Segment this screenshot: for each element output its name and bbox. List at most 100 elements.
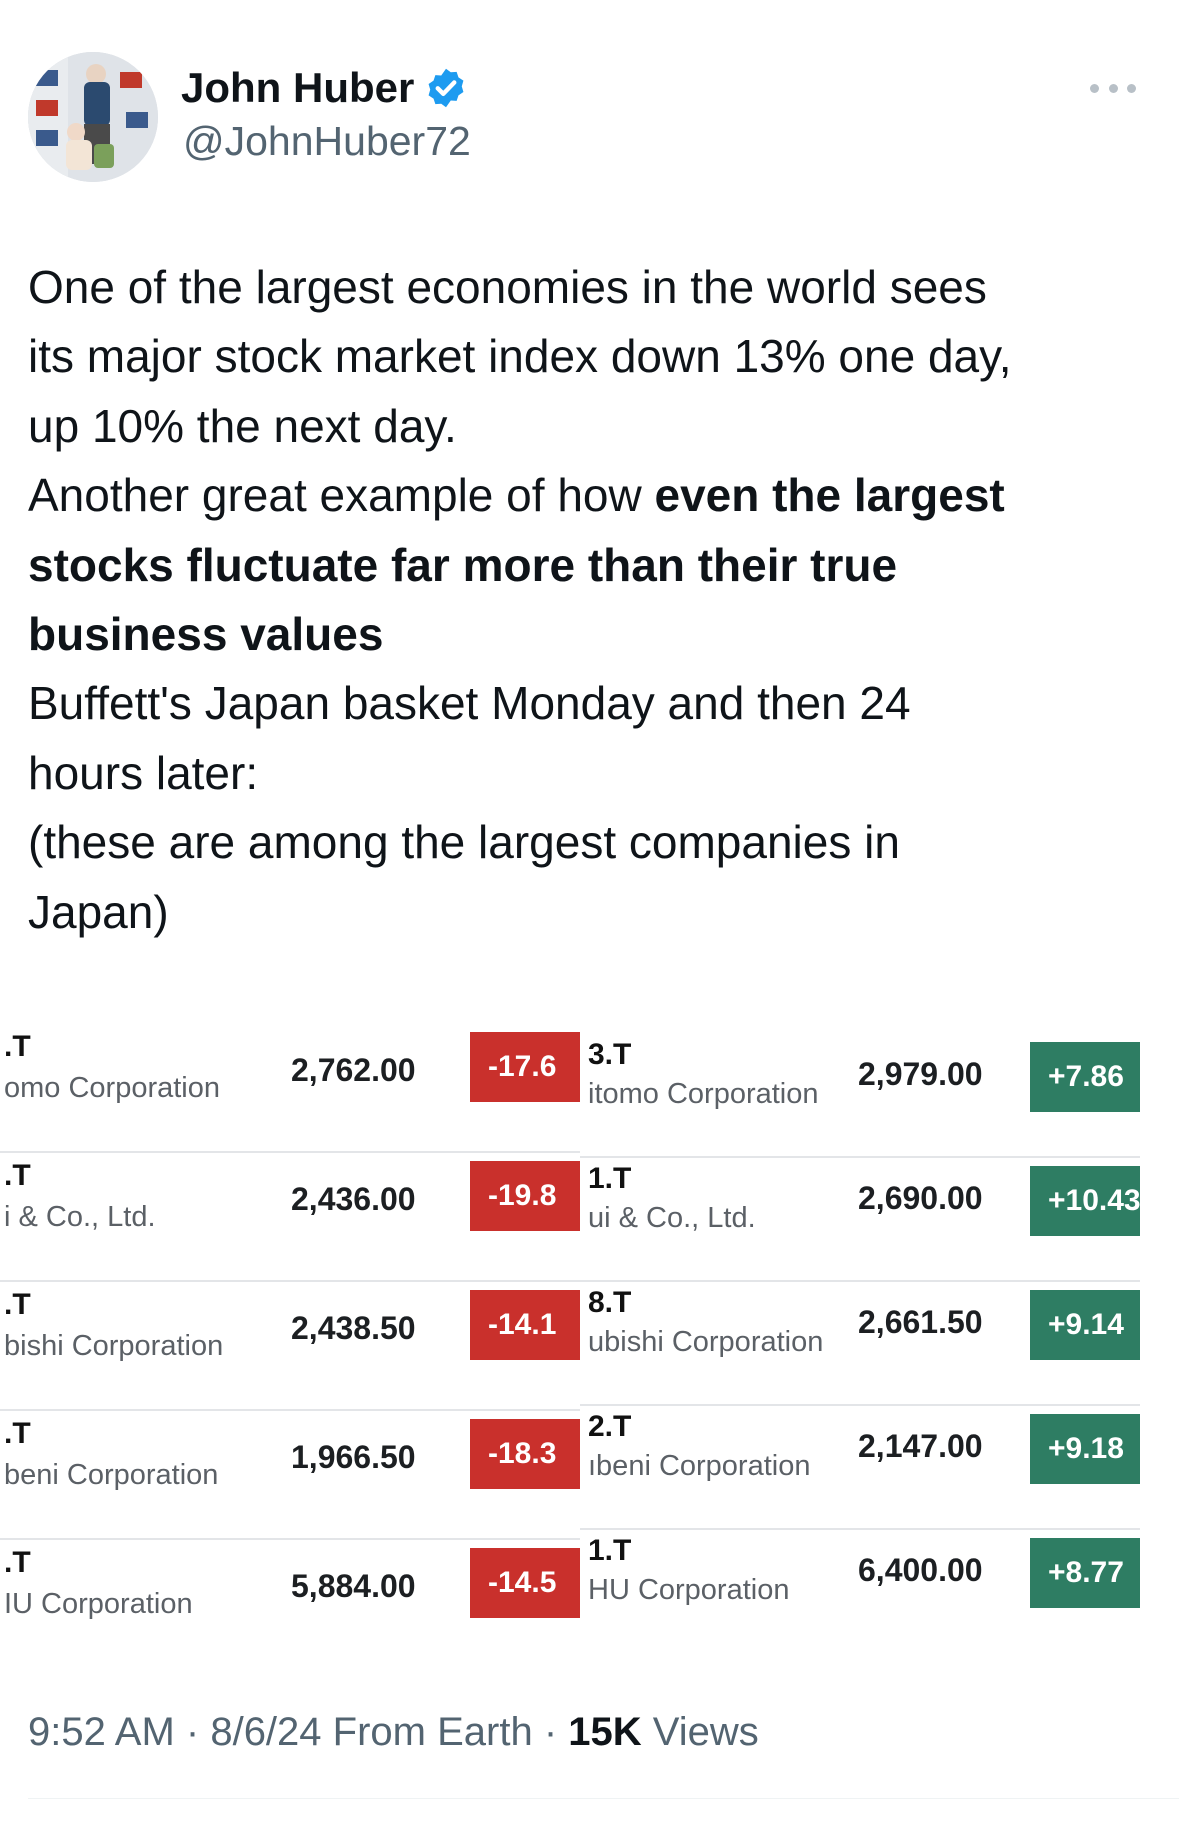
tweet-text-line: One of the largest economies in the worl… (28, 253, 1148, 322)
views-label[interactable]: Views (652, 1710, 759, 1754)
company-name: bishi Corporation (4, 1330, 224, 1362)
stock-symbol: .T (4, 1030, 31, 1063)
meta-separator: · (185, 1710, 211, 1754)
stock-row: .T IU Corporation 5,884.00 -14.5 (0, 1544, 580, 1660)
divider (28, 1798, 1179, 1799)
stock-symbol: .T (4, 1546, 31, 1579)
tweet-date[interactable]: 8/6/24 (210, 1710, 322, 1754)
tweet-time[interactable]: 9:52 AM (28, 1710, 175, 1754)
tweet-text-line: stocks fluctuate far more than their tru… (28, 531, 1148, 600)
row-divider (580, 1280, 1140, 1282)
author-name[interactable]: John Huber (181, 64, 415, 111)
tweet-text-line: Japan) (28, 878, 1148, 947)
stock-row: 1.T ui & Co., Ltd. 2,690.00 +10.43 (580, 1162, 1140, 1290)
more-horizontal-icon (1090, 83, 1099, 93)
stock-price: 5,884.00 (291, 1568, 416, 1604)
stock-price: 2,661.50 (858, 1304, 983, 1340)
tweet-text-segment: Another great example of how (28, 469, 655, 522)
percent-change-badge: +8.77 (1030, 1538, 1140, 1608)
tweet-source: From Earth (332, 1710, 533, 1754)
percent-change-badge: -14.1 (470, 1290, 580, 1360)
row-divider (0, 1538, 580, 1540)
tweet-text-segment: (these are among the largest companies i… (28, 816, 900, 869)
stock-row: .T i & Co., Ltd. 2,436.00 -19.8 (0, 1157, 580, 1285)
more-horizontal-icon (1108, 83, 1118, 93)
tweet-text-line: up 10% the next day. (28, 392, 1148, 461)
stock-price: 1,966.50 (291, 1439, 416, 1475)
stock-symbol: .T (4, 1159, 31, 1192)
company-name: IU Corporation (4, 1588, 193, 1620)
stock-row: .T beni Corporation 1,966.50 -18.3 (0, 1415, 580, 1543)
company-name: HU Corporation (588, 1574, 790, 1606)
stock-price: 2,762.00 (291, 1052, 416, 1088)
stock-row: .T bishi Corporation 2,438.50 -14.1 (0, 1286, 580, 1414)
tweet-text-line: hours later: (28, 739, 1148, 808)
tweet-text-bold: business values (28, 608, 384, 661)
row-divider (0, 1151, 580, 1153)
stock-row: 8.T ubishi Corporation 2,661.50 +9.14 (580, 1286, 1140, 1414)
stock-price: 2,438.50 (291, 1310, 416, 1346)
tweet-text-line: (these are among the largest companies i… (28, 808, 1148, 877)
percent-change-badge: +7.86 (1030, 1042, 1140, 1112)
more-options-button[interactable] (1090, 78, 1136, 98)
stock-symbol: .T (4, 1288, 31, 1321)
tweet-text-segment: hours later: (28, 746, 259, 799)
tweet-text-line: business values (28, 600, 1148, 669)
stock-row: 3.T itomo Corporation 2,979.00 +7.86 (580, 1038, 1140, 1166)
row-divider (580, 1404, 1140, 1406)
tweet-text-bold: stocks fluctuate far more than their tru… (28, 538, 898, 591)
stock-price: 6,400.00 (858, 1552, 983, 1588)
tuesday-quotes-panel: 3.T itomo Corporation 2,979.00 +7.86 1.T ui &… (580, 1000, 1140, 1660)
row-divider (0, 1409, 580, 1411)
tweet-text-line: Another great example of how even the la… (28, 461, 1148, 530)
company-name: beni Corporation (4, 1459, 219, 1491)
row-divider (580, 1156, 1140, 1158)
stock-price: 2,979.00 (858, 1056, 983, 1092)
author-handle[interactable]: @JohnHuber72 (183, 118, 471, 164)
avatar[interactable] (28, 52, 158, 182)
avatar-photo (28, 52, 158, 182)
stock-price: 2,690.00 (858, 1180, 983, 1216)
stock-symbol: 2.T (588, 1410, 632, 1443)
meta-separator: · (543, 1710, 569, 1754)
company-name: ıbeni Corporation (588, 1450, 811, 1482)
company-name: ubishi Corporation (588, 1326, 824, 1358)
tweet-text-line: Buffett's Japan basket Monday and then 2… (28, 669, 1148, 738)
stock-row: 1.T HU Corporation 6,400.00 +8.77 (580, 1534, 1140, 1660)
percent-change-badge: +9.18 (1030, 1414, 1140, 1484)
tweet-text-segment: Japan) (28, 885, 169, 938)
stock-symbol: 1.T (588, 1534, 632, 1567)
tweet-text-segment: Buffett's Japan basket Monday and then 2… (28, 677, 911, 730)
percent-change-badge: +10.43 (1030, 1166, 1140, 1236)
stock-symbol: .T (4, 1417, 31, 1450)
stock-symbol: 8.T (588, 1286, 632, 1319)
percent-change-badge: -19.8 (470, 1161, 580, 1231)
tweet-text-segment: One of the largest economies in the worl… (28, 261, 987, 313)
tweet-text-segment: up 10% the next day. (28, 399, 457, 452)
views-count[interactable]: 15K (568, 1710, 642, 1754)
monday-quotes-panel: .T omo Corporation 2,762.00 -17.6 .T i & Co.,… (0, 1000, 580, 1660)
company-name: ui & Co., Ltd. (588, 1202, 756, 1234)
tweet-meta: 9:52 AM · 8/6/24 From Earth · 15K Views (28, 1710, 759, 1755)
percent-change-badge: -17.6 (470, 1032, 580, 1102)
stock-price: 2,436.00 (291, 1181, 416, 1217)
tweet-text-line: its major stock market index down 13% on… (28, 322, 1148, 391)
more-horizontal-icon (1127, 83, 1136, 93)
stock-row: .T omo Corporation 2,762.00 -17.6 (0, 1028, 580, 1156)
percent-change-badge: -14.5 (470, 1548, 580, 1618)
tweet-text: One of the largest economies in the worl… (28, 253, 1148, 947)
row-divider (0, 1280, 580, 1282)
verified-badge-icon (428, 68, 464, 108)
percent-change-badge: -18.3 (470, 1419, 580, 1489)
stock-price: 2,147.00 (858, 1428, 983, 1464)
tweet-text-segment: its major stock market index down 13% on… (28, 330, 1012, 383)
stock-symbol: 1.T (588, 1162, 632, 1195)
author-name-row[interactable]: John Huber (181, 64, 468, 112)
row-divider (580, 1528, 1140, 1530)
company-name: itomo Corporation (588, 1078, 819, 1110)
tweet-media-image[interactable]: .T omo Corporation 2,762.00 -17.6 .T i & Co.,… (0, 1000, 1179, 1660)
company-name: i & Co., Ltd. (4, 1201, 156, 1233)
company-name: omo Corporation (4, 1072, 220, 1104)
stock-row: 2.T ıbeni Corporation 2,147.00 +9.18 (580, 1410, 1140, 1538)
stock-symbol: 3.T (588, 1038, 632, 1071)
